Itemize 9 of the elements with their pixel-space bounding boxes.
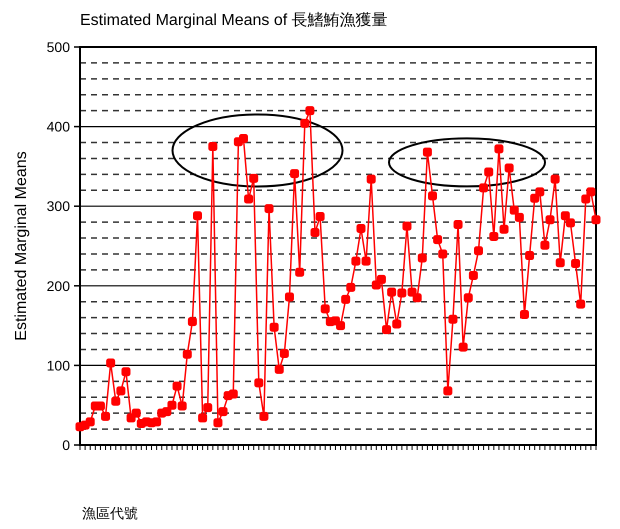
y-tick-label: 0 — [62, 437, 70, 453]
y-tick-label: 200 — [46, 278, 70, 294]
y-tick-label: 400 — [46, 118, 70, 135]
chart-title: Estimated Marginal Means of 長鰭鮪漁獲量 — [80, 11, 388, 29]
y-tick-label: 300 — [46, 198, 70, 214]
y-tick-label: 500 — [46, 39, 70, 55]
y-axis-title: Estimated Marginal Means — [13, 151, 30, 341]
y-tick-label: 100 — [46, 357, 70, 374]
x-axis-title: 漁區代號 — [82, 505, 138, 521]
